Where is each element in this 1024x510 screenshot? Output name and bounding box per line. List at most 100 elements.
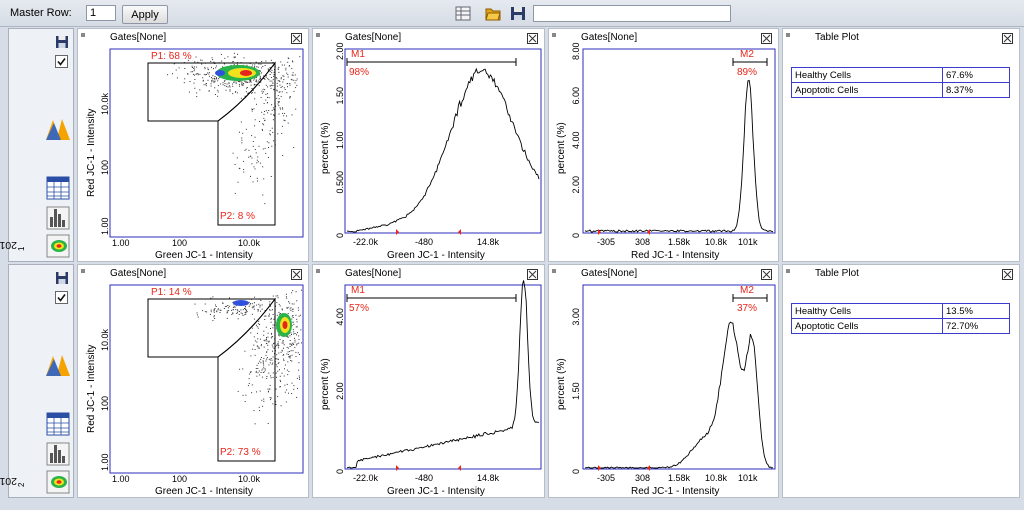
panel-selector-icon[interactable] — [786, 269, 790, 273]
scatter-dot — [291, 334, 292, 335]
histogram-overlay-icon[interactable] — [45, 351, 71, 377]
scatter-dot — [269, 130, 271, 132]
scatter-dot — [266, 102, 268, 104]
marker-m1[interactable] — [346, 58, 517, 66]
panel-selector-icon[interactable] — [552, 269, 556, 273]
scatter-dot — [264, 78, 266, 80]
scatter-dot — [267, 69, 269, 71]
scatter-dot — [289, 65, 290, 67]
close-icon[interactable] — [291, 269, 302, 280]
row-checkbox-2[interactable] — [55, 291, 69, 305]
save-disk-icon[interactable] — [55, 271, 69, 285]
scatter-dot — [265, 94, 267, 95]
gate-p1[interactable] — [147, 298, 277, 358]
scatter-dot — [263, 366, 265, 368]
scatter-dot — [241, 137, 243, 139]
scatter-dot — [293, 344, 295, 345]
master-row-input[interactable] — [86, 5, 116, 21]
scatter-dot — [278, 362, 280, 364]
table-plot-icon[interactable] — [45, 411, 71, 437]
scatter-dot — [256, 162, 258, 164]
scatter-dot — [279, 313, 281, 314]
scatter-dot — [298, 309, 300, 311]
marker-m2-percent: 89% — [737, 67, 757, 78]
panel-selector-icon[interactable] — [552, 33, 556, 37]
panel-selector-icon[interactable] — [316, 269, 320, 273]
scatter-dot — [260, 79, 262, 80]
close-icon[interactable] — [291, 33, 302, 44]
table-icon[interactable] — [455, 6, 471, 21]
scatter-dot — [253, 410, 255, 412]
toolbar: Master Row: Apply — [0, 0, 1024, 27]
scatter-dot — [246, 87, 248, 88]
open-folder-icon[interactable] — [485, 6, 501, 21]
panel-selector-icon[interactable] — [316, 33, 320, 37]
scatter-dot — [265, 76, 267, 78]
histogram-plot-icon[interactable] — [45, 441, 71, 467]
histogram-plot-icon[interactable] — [45, 205, 71, 231]
dot-plot-icon[interactable] — [45, 469, 71, 495]
scatter-dot — [272, 314, 274, 315]
table-cell-value: 13.5% — [942, 303, 1010, 319]
panel-selector-icon[interactable] — [81, 269, 85, 273]
scatter-dot — [214, 76, 216, 77]
table-cell-label: Healthy Cells — [791, 303, 943, 319]
marker-m1[interactable] — [346, 294, 517, 302]
save-disk-icon[interactable] — [55, 35, 69, 49]
scatter-dot — [264, 310, 266, 312]
scatter-dot — [223, 63, 225, 65]
save-disk-icon[interactable] — [510, 6, 526, 21]
panel-selector-icon[interactable] — [81, 33, 85, 37]
scatter-dot — [196, 312, 198, 314]
marker-m2[interactable] — [732, 294, 768, 302]
scatter-dot — [282, 340, 284, 342]
scatter-dot — [260, 357, 262, 358]
toolbar-text-field[interactable] — [533, 5, 731, 22]
close-icon[interactable] — [1002, 33, 1013, 44]
marker-m2[interactable] — [732, 58, 768, 66]
gate-p2[interactable] — [217, 61, 276, 226]
scatter-dot — [216, 77, 217, 79]
axis-marker-arrows — [396, 229, 461, 235]
scatter-dot — [207, 67, 209, 69]
row-checkbox-1[interactable] — [55, 55, 69, 69]
close-icon[interactable] — [1002, 269, 1013, 280]
scatter-dot — [295, 87, 297, 89]
histogram-overlay-icon[interactable] — [45, 115, 71, 141]
scatter-dot — [280, 108, 282, 110]
close-icon[interactable] — [761, 269, 772, 280]
histogram-svg: M1 57% -22.0k -480 14.8k Green JC-1 - In… — [320, 280, 542, 497]
scatter-dot — [225, 89, 227, 91]
scatter-dot — [282, 342, 284, 344]
scatter-dot — [286, 346, 288, 348]
scatter-dot — [243, 171, 245, 173]
scatter-dot — [238, 83, 240, 85]
scatter-dot — [224, 306, 226, 308]
scatter-dot — [252, 348, 254, 350]
scatter-dot — [295, 356, 297, 358]
close-icon[interactable] — [527, 269, 538, 280]
gate-p1-label: P1: 68 % — [151, 51, 192, 62]
panel-selector-icon[interactable] — [786, 33, 790, 37]
scatter-dot — [213, 316, 215, 318]
y-axis-label: percent (%) — [320, 122, 331, 174]
apply-button[interactable]: Apply — [122, 5, 168, 24]
scatter-dot — [272, 346, 274, 348]
scatter-dot — [262, 88, 264, 90]
scatter-dot — [220, 53, 222, 55]
table-plot-icon[interactable] — [45, 175, 71, 201]
scatter-dot — [268, 110, 270, 111]
scatter-dot — [183, 82, 185, 84]
scatter-dot — [272, 327, 274, 329]
scatter-dot — [280, 95, 282, 97]
scatter-dot — [248, 383, 250, 384]
scatter-dot — [235, 91, 237, 93]
gate-p2[interactable] — [217, 297, 276, 462]
scatter-dot — [262, 123, 264, 125]
dot-plot-icon[interactable] — [45, 233, 71, 259]
close-icon[interactable] — [527, 33, 538, 44]
scatter-dot — [205, 83, 207, 85]
scatter-dot — [250, 371, 252, 372]
scatter-dot — [248, 305, 250, 307]
close-icon[interactable] — [761, 33, 772, 44]
